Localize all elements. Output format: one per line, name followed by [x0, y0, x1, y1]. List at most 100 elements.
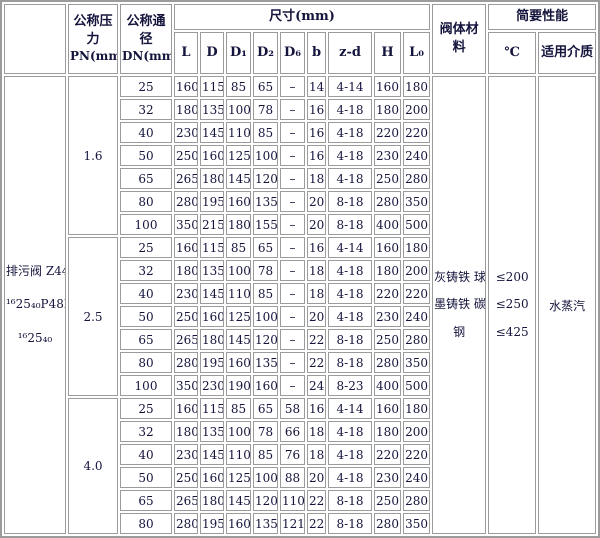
product-name-cell-line: ¹⁶25₄₀: [17, 330, 53, 345]
dn-value-cell: 65: [120, 329, 172, 350]
dim-value-cell: 78: [253, 99, 278, 120]
dim-value-cell: 400: [374, 375, 401, 396]
dim-value-cell: 135: [200, 421, 224, 442]
dn-value-cell: 50: [120, 467, 172, 488]
dim-value-cell: 135: [200, 260, 224, 281]
dim-value-cell: 180: [174, 421, 198, 442]
dn-value-cell: 40: [120, 444, 172, 465]
dim-value-cell: 280: [174, 352, 198, 373]
product-name-cell-line: 排污阀 Z44H-: [6, 263, 65, 278]
dim-value-cell: 230: [374, 467, 401, 488]
dn-value-cell: 25: [120, 398, 172, 419]
dim-value-cell: 220: [374, 444, 401, 465]
dim-col-header-D1: D₁: [226, 32, 251, 74]
table-row: 100 350 215 180 155–20 8-18 400 500: [4, 214, 596, 235]
dim-value-cell: 20: [307, 306, 326, 327]
dim-value-cell: 180: [403, 76, 431, 97]
dim-value-cell: 125: [226, 467, 251, 488]
dim-value-cell: 160: [374, 237, 401, 258]
dim-value-cell: 110: [226, 122, 251, 143]
dn-value-cell: 50: [120, 145, 172, 166]
dim-value-cell: 4-18: [328, 122, 372, 143]
material-cell-line: 墨铸铁 碳: [434, 297, 486, 312]
temperature-cell-line: ≤250: [495, 297, 529, 312]
dim-value-cell: 280: [374, 352, 401, 373]
dim-value-cell: 200: [403, 421, 431, 442]
dim-value-cell: –: [280, 168, 305, 189]
dim-value-cell: 350: [403, 513, 431, 534]
table-row: 40 230 145 110 85–16 4-18 220 220: [4, 122, 596, 143]
spec-table-body: 排污阀 Z44H-¹⁶25₄₀P48H-¹⁶25₄₀1.625160115856…: [4, 76, 597, 534]
dim-value-cell: 220: [403, 283, 431, 304]
dim-value-cell: 20: [307, 214, 326, 235]
dim-value-cell: 265: [174, 490, 198, 511]
dim-value-cell: 22: [307, 513, 326, 534]
pressure-header-label: 公称压力: [73, 14, 113, 47]
dim-value-cell: 190: [226, 375, 251, 396]
dim-value-cell: 4-18: [328, 421, 372, 442]
dim-value-cell: 20: [307, 191, 326, 212]
dim-value-cell: 8-18: [328, 513, 372, 534]
dim-value-cell: 160: [226, 191, 251, 212]
table-header: 公称压力 PN(mm) 公称通径 DN(mm) 尺寸(mm) 阀体材料 简要性能…: [4, 4, 597, 74]
dim-value-cell: 145: [200, 122, 224, 143]
dim-value-cell: 195: [200, 513, 224, 534]
dim-col-header-D: D: [200, 32, 224, 74]
pn-value-cell: 2.5: [68, 237, 118, 396]
dn-value-cell: 80: [120, 513, 172, 534]
dim-value-cell: 180: [374, 421, 401, 442]
pn-value-cell: 4.0: [68, 398, 118, 534]
dim-value-cell: 160: [226, 352, 251, 373]
dn-value-cell: 65: [120, 490, 172, 511]
dim-value-cell: 220: [374, 122, 401, 143]
dim-value-cell: 65: [253, 237, 278, 258]
dn-value-cell: 32: [120, 421, 172, 442]
dim-value-cell: 180: [403, 398, 431, 419]
temperature-cell-line: ≤425: [495, 324, 529, 339]
dim-value-cell: 250: [174, 145, 198, 166]
dim-value-cell: 135: [253, 191, 278, 212]
product-name-cell: 排污阀 Z44H- ¹⁶25₄₀P48H- ¹⁶25₄₀: [4, 76, 66, 534]
dn-value-cell: 25: [120, 237, 172, 258]
dim-value-cell: 230: [374, 145, 401, 166]
dim-value-cell: 18: [307, 444, 326, 465]
dim-col-header-L0: L₀: [403, 32, 431, 74]
dim-value-cell: 220: [403, 444, 431, 465]
dim-value-cell: 78: [253, 260, 278, 281]
dim-value-cell: 280: [374, 191, 401, 212]
dim-value-cell: 280: [374, 513, 401, 534]
dim-value-cell: 500: [403, 375, 431, 396]
dim-value-cell: 100: [226, 260, 251, 281]
dim-value-cell: 16: [307, 398, 326, 419]
dim-value-cell: 16: [307, 122, 326, 143]
dim-value-cell: 250: [374, 168, 401, 189]
dim-value-cell: 4-14: [328, 237, 372, 258]
dim-value-cell: 280: [174, 191, 198, 212]
dim-value-cell: 160: [200, 306, 224, 327]
table-row: 32 180 135 100 78–16 4-18 180 200: [4, 99, 596, 120]
dim-value-cell: 8-18: [328, 214, 372, 235]
dim-col-header-zd: z-d: [328, 32, 372, 74]
dim-value-cell: 65: [253, 76, 278, 97]
dim-value-cell: 180: [374, 260, 401, 281]
dim-value-cell: 240: [403, 145, 431, 166]
dim-value-cell: 250: [174, 306, 198, 327]
dim-value-cell: 4-18: [328, 145, 372, 166]
dim-value-cell: 350: [174, 375, 198, 396]
dim-value-cell: –: [280, 99, 305, 120]
material-cell: 灰铸铁 球墨铸铁 碳钢: [432, 76, 487, 534]
dim-value-cell: 8-18: [328, 191, 372, 212]
dim-value-cell: 18: [307, 421, 326, 442]
dim-value-cell: 85: [253, 283, 278, 304]
dim-value-cell: 280: [403, 168, 431, 189]
dim-value-cell: 22: [307, 329, 326, 350]
dim-value-cell: 22: [307, 352, 326, 373]
dim-value-cell: 145: [226, 490, 251, 511]
dim-value-cell: –: [280, 145, 305, 166]
dim-value-cell: 160: [226, 513, 251, 534]
dim-value-cell: 200: [403, 99, 431, 120]
dim-value-cell: 18: [307, 283, 326, 304]
dim-value-cell: 16: [307, 237, 326, 258]
dim-value-cell: –: [280, 375, 305, 396]
header-row-2: L D D₁ D₂ D₆ b z-d H L₀ ℃ 适用介质: [4, 32, 597, 74]
